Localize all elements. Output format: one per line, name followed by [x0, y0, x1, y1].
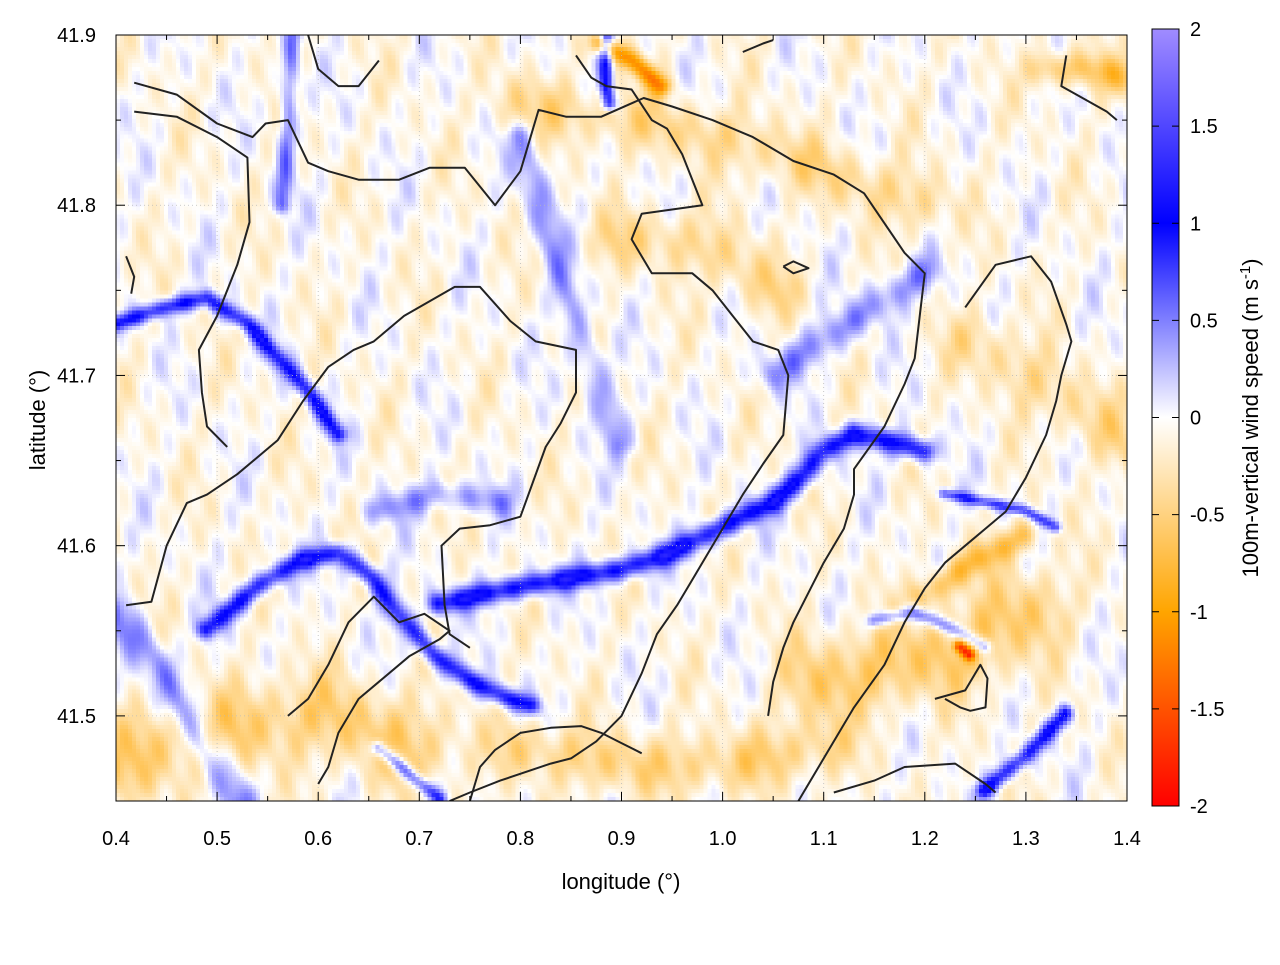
y-tick-label: 41.8: [57, 195, 96, 217]
y-tick-label: 41.7: [57, 365, 96, 387]
contour-line: [125, 285, 577, 649]
x-tick-label: 1.1: [810, 828, 838, 850]
y-tick-label: 41.5: [57, 706, 96, 728]
colorbar-tick-label: 1: [1190, 213, 1201, 235]
contour-line: [307, 35, 380, 88]
contour-lines: [125, 35, 1118, 801]
colorbar-tick-label: -1: [1190, 602, 1208, 624]
colorbar: 2 1.5 1 0.5 0 -0.5 -1 -1.5 -2 100m-vertical wind…: [1151, 19, 1264, 818]
colorbar-label-main: 100m-vertical wind speed (m s: [1238, 279, 1263, 577]
contour-line: [468, 725, 643, 801]
x-tick-label: 0.8: [506, 828, 534, 850]
colorbar-label-superscript: -1: [1237, 266, 1254, 279]
contour-line: [1060, 55, 1118, 121]
y-tick-label: 41.6: [57, 536, 96, 558]
grid-lines: [116, 35, 1127, 801]
colorbar-tick-label: -0.5: [1190, 505, 1224, 527]
x-tick-label: 0.7: [405, 828, 433, 850]
x-tick-label: 0.5: [203, 828, 231, 850]
colorbar-ticks: [1152, 28, 1179, 807]
colorbar-tick-label: 0.5: [1190, 310, 1218, 332]
contour-line: [833, 762, 997, 794]
colorbar-tick-label: 1.5: [1190, 116, 1218, 138]
x-tick-label: 1.3: [1012, 828, 1040, 850]
colorbar-tick-labels: 2 1.5 1 0.5 0 -0.5 -1 -1.5 -2: [1190, 19, 1224, 818]
contour-line: [449, 54, 790, 801]
colorbar-label-end: ): [1238, 258, 1263, 265]
colorbar-tick-label: -2: [1190, 796, 1208, 818]
contour-line: [782, 260, 810, 275]
y-tick-label: 41.9: [57, 25, 96, 47]
x-tick-labels: 0.4 0.5 0.6 0.7 0.8 0.9 1.0 1.1 1.2 1.3 1.4: [102, 828, 1141, 850]
x-tick-label: 1.0: [709, 828, 737, 850]
contour-line: [797, 255, 1073, 801]
contour-line: [287, 595, 451, 785]
y-axis-label: latitude (°): [25, 370, 50, 471]
x-tick-label: 0.6: [304, 828, 332, 850]
colorbar-tick-label: -1.5: [1190, 699, 1224, 721]
colorbar-tick-label: 0: [1190, 408, 1201, 430]
x-tick-label: 0.9: [608, 828, 636, 850]
contour-line: [133, 81, 926, 717]
x-tick-label: 0.4: [102, 828, 130, 850]
colorbar-tick-label: 2: [1190, 19, 1201, 41]
colorbar-label: 100m-vertical wind speed (m s-1): [1237, 258, 1264, 577]
contour-line: [134, 110, 251, 448]
axis-ticks: [115, 35, 1128, 801]
heatmap-field: [116, 35, 1127, 801]
x-axis-label: longitude (°): [562, 869, 681, 894]
x-tick-label: 1.4: [1113, 828, 1141, 850]
x-tick-label: 1.2: [911, 828, 939, 850]
y-tick-labels: 41.5 41.6 41.7 41.8 41.9: [57, 25, 96, 728]
contour-line: [934, 663, 989, 712]
contour-line: [125, 255, 136, 294]
contour-line: [742, 39, 774, 53]
